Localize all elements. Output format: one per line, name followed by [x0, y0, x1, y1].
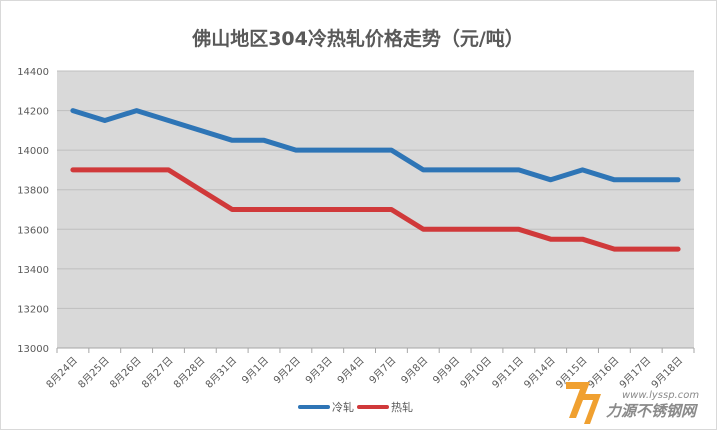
x-tick-label: 9月16日	[585, 355, 621, 391]
x-tick-label: 9月2日	[271, 355, 303, 387]
x-tick-label: 9月1日	[239, 355, 271, 387]
x-tick-label: 8月26日	[108, 355, 144, 391]
x-tick-label: 9月18日	[649, 355, 685, 391]
y-tick-label: 14400	[17, 67, 49, 78]
x-tick-label: 9月8日	[399, 355, 431, 387]
watermark-logo-icon	[566, 382, 601, 424]
y-tick-label: 13400	[17, 265, 49, 276]
x-tick-label: 9月4日	[335, 355, 367, 387]
y-tick-label: 13000	[17, 344, 49, 355]
x-tick-label: 8月28日	[171, 355, 207, 391]
x-tick-label: 8月25日	[76, 355, 112, 391]
series-line-0	[70, 108, 681, 183]
x-tick-label: 9月14日	[522, 355, 558, 391]
legend: 冷轧 热轧	[298, 400, 413, 414]
x-tick-label: 8月27日	[139, 355, 175, 391]
y-tick-label: 13600	[17, 225, 49, 236]
x-tick-label: 9月10日	[458, 355, 494, 391]
watermark-url: www.lyssp.com	[622, 390, 699, 401]
x-tick-label: 8月24日	[44, 355, 80, 391]
y-tick-label: 13200	[17, 304, 49, 315]
legend-label: 热轧	[391, 400, 413, 414]
y-axis: 13000 13200 13400 13600 13800 14000 14200 14400	[17, 67, 49, 355]
x-tick-label: 9月17日	[617, 355, 653, 391]
watermark: 力源不锈钢网 www.lyssp.com	[566, 382, 699, 424]
y-tick-label: 14200	[17, 107, 49, 118]
x-tick-label: 9月3日	[303, 355, 335, 387]
series-lines	[70, 108, 681, 252]
series-line-1	[70, 167, 681, 252]
chart-title: 佛山地区304冷热轧价格走势（元/吨）	[191, 27, 524, 50]
x-tick-label: 9月11日	[490, 355, 526, 391]
x-tick-label: 8月31日	[203, 355, 239, 391]
x-tick-label: 9月9日	[431, 355, 463, 387]
x-tick-label: 9月7日	[367, 355, 399, 387]
y-tick-label: 14000	[17, 146, 49, 157]
watermark-brand: 力源不锈钢网	[606, 402, 699, 420]
y-tick-label: 13800	[17, 186, 49, 197]
legend-label: 冷轧	[332, 400, 354, 414]
